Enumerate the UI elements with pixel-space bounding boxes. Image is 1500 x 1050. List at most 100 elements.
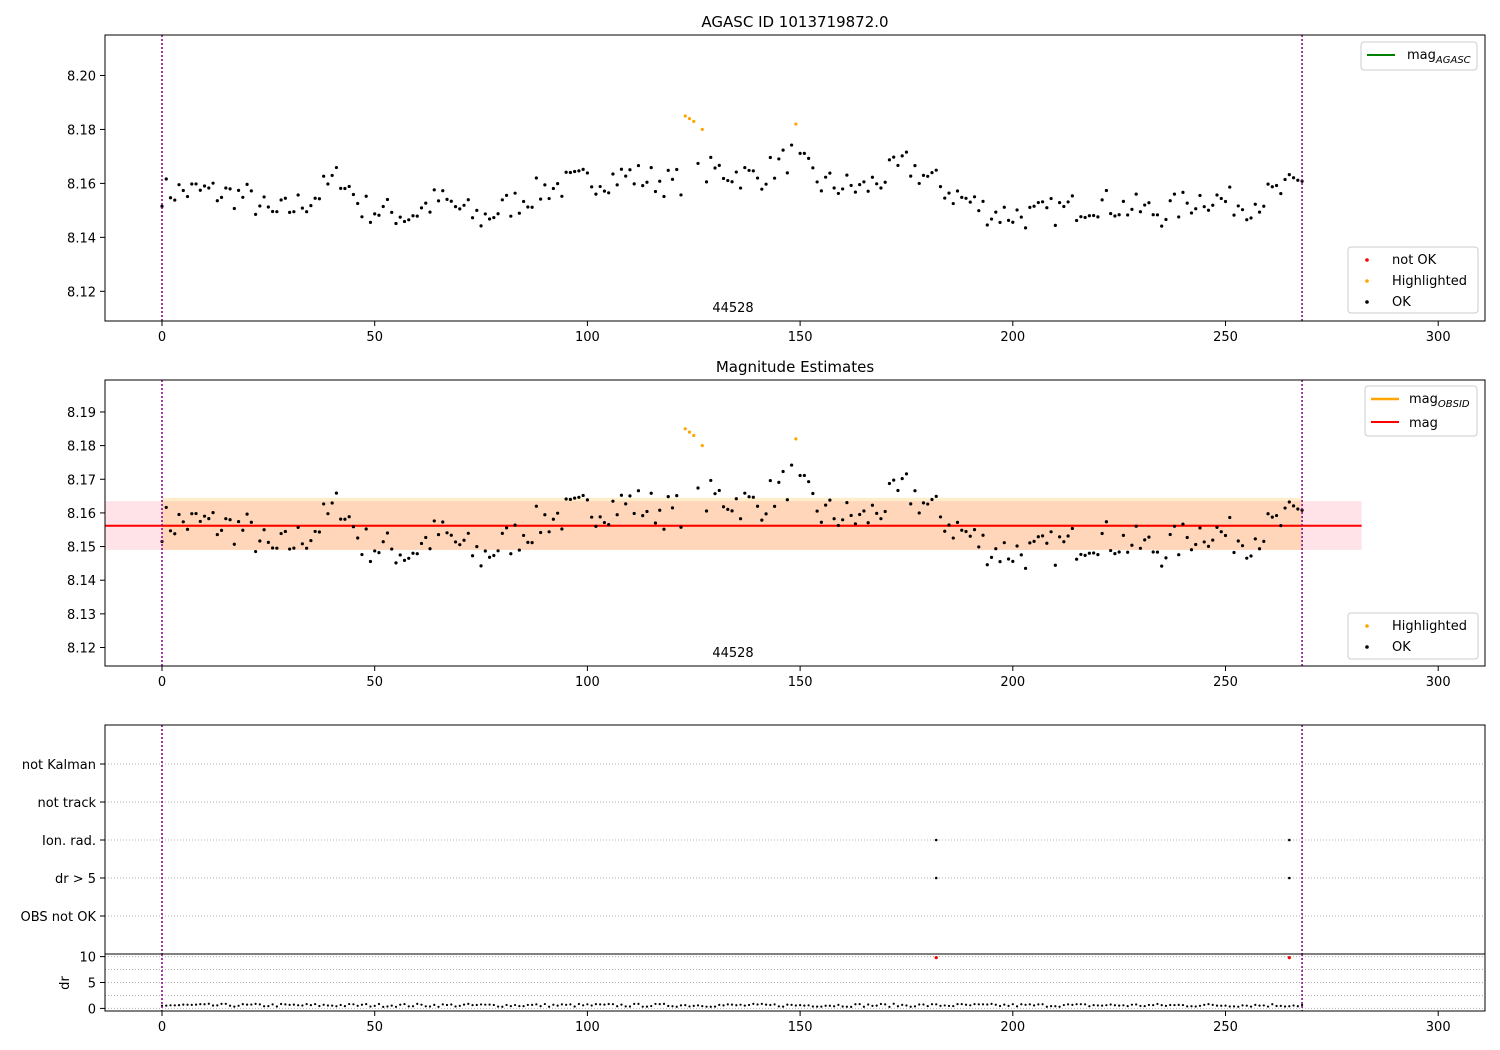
ok-point xyxy=(1240,208,1245,212)
ok-point xyxy=(870,503,875,507)
ok-point xyxy=(943,529,947,533)
ok-point xyxy=(926,174,930,178)
dr-xtick-label: 100 xyxy=(575,1020,600,1035)
dr-point xyxy=(1296,1005,1299,1008)
dr-point xyxy=(1096,1004,1099,1007)
ok-point xyxy=(1172,524,1177,528)
ok-point xyxy=(1160,564,1164,568)
dr-point xyxy=(462,1003,466,1006)
ok-point xyxy=(1206,208,1211,212)
ok-point xyxy=(658,179,662,183)
dr-point xyxy=(250,1003,253,1006)
ok-point xyxy=(1109,211,1113,216)
ok-point xyxy=(1015,208,1019,212)
dr-point xyxy=(1126,1004,1129,1008)
ok-point xyxy=(402,558,407,562)
panel-estimates-annotation: 44528 xyxy=(712,646,753,661)
flag-label: not Kalman xyxy=(22,758,96,773)
ok-point xyxy=(253,549,258,554)
dr-point xyxy=(488,1003,491,1006)
dr-point xyxy=(828,1004,831,1007)
panel-agasc-frame xyxy=(104,34,1486,322)
dr-point xyxy=(918,1003,921,1006)
flag-point xyxy=(934,838,938,842)
ok-point xyxy=(751,495,755,499)
ok-point xyxy=(547,196,551,201)
ok-point xyxy=(1006,218,1011,222)
ok-point xyxy=(824,503,828,507)
ok-point xyxy=(1215,193,1219,197)
dr-point xyxy=(1130,1003,1134,1006)
ok-point xyxy=(1181,522,1185,526)
ok-point xyxy=(585,171,590,175)
dr-point xyxy=(1071,1003,1074,1007)
legend-label-mag: mag xyxy=(1409,416,1438,431)
ok-point xyxy=(709,155,713,159)
dr-point xyxy=(858,1003,861,1006)
dr-point xyxy=(245,1003,249,1006)
ok-point xyxy=(955,520,960,524)
ok-point xyxy=(232,206,236,211)
dr-point xyxy=(1139,1004,1142,1008)
ok-point xyxy=(288,547,292,551)
ok-point xyxy=(964,196,968,200)
ok-point xyxy=(734,170,738,174)
ok-point xyxy=(245,182,249,186)
dr-point xyxy=(467,1002,470,1005)
estimates-ytick-label: 8.18 xyxy=(67,440,96,455)
ok-point xyxy=(168,196,173,200)
dr-point xyxy=(471,1004,474,1007)
ok-point xyxy=(994,210,998,214)
panel-agasc-annotation: 44528 xyxy=(712,301,753,316)
ok-point xyxy=(521,199,526,204)
ok-point xyxy=(407,556,411,560)
ok-point xyxy=(755,504,760,508)
ok-point xyxy=(624,502,628,506)
ok-point xyxy=(934,168,938,172)
dr-point xyxy=(297,1004,300,1007)
ok-point xyxy=(615,513,619,517)
ok-point xyxy=(662,527,666,531)
ok-point xyxy=(1228,515,1232,520)
flag-point xyxy=(1288,876,1291,880)
ok-point xyxy=(483,212,487,216)
dr-point xyxy=(1164,1004,1168,1007)
ok-point xyxy=(1202,540,1206,544)
dr-xtick-label: 50 xyxy=(366,1020,383,1035)
ok-point xyxy=(1134,192,1138,196)
ok-point xyxy=(598,515,602,519)
ok-point xyxy=(981,199,985,203)
ok-point xyxy=(249,520,253,524)
dr-point xyxy=(1194,1005,1197,1008)
ok-point xyxy=(896,163,900,168)
ok-point xyxy=(334,491,339,495)
ok-point xyxy=(1211,538,1215,542)
ok-point xyxy=(734,497,738,501)
ok-point xyxy=(1036,200,1040,205)
dr-point xyxy=(986,1003,989,1006)
ok-point xyxy=(611,172,615,176)
dr-point xyxy=(667,1004,670,1008)
dr-point xyxy=(1249,1005,1253,1008)
ok-point xyxy=(1257,210,1262,214)
ok-point xyxy=(185,527,190,531)
legend-estimates-lines: magOBSID mag xyxy=(1364,385,1478,437)
ok-point xyxy=(628,168,632,172)
dr-point xyxy=(1245,1004,1248,1007)
flag-point xyxy=(1288,838,1291,842)
ok-point xyxy=(373,212,377,216)
dr-point xyxy=(509,1005,512,1008)
dr-point xyxy=(1054,1005,1057,1008)
ok-point xyxy=(262,528,266,532)
dr-point xyxy=(811,1005,814,1008)
ok-point xyxy=(717,488,721,493)
ok-point xyxy=(755,176,760,180)
ok-point xyxy=(581,167,585,172)
ok-point xyxy=(1092,213,1096,218)
dr-point xyxy=(1105,1004,1108,1007)
highlighted-point xyxy=(700,127,704,132)
dr-point xyxy=(845,1005,848,1008)
ok-point xyxy=(887,158,892,162)
highlighted-point xyxy=(794,437,798,441)
ok-point xyxy=(271,209,275,214)
